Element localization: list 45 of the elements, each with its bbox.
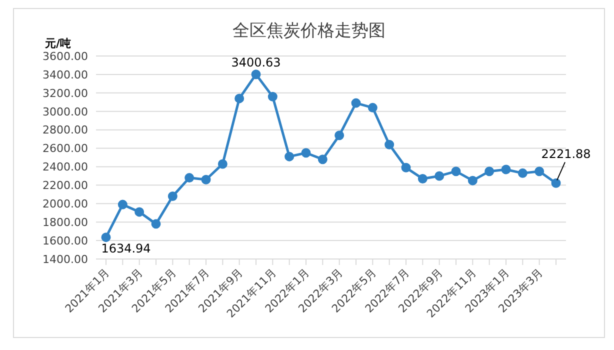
point (501, 164, 511, 174)
point (451, 166, 461, 176)
data-label: 3400.63 (231, 55, 281, 70)
point (251, 70, 261, 80)
point (168, 192, 178, 202)
point (184, 173, 194, 183)
point (384, 140, 394, 150)
y-tick-label: 1400.00 (42, 252, 88, 266)
point (468, 176, 478, 186)
y-tick-label: 1600.00 (42, 234, 88, 248)
y-tick-label: 3000.00 (42, 105, 88, 118)
y-tick-label: 2600.00 (42, 142, 88, 156)
point (234, 94, 244, 104)
point (534, 166, 544, 176)
point (134, 207, 144, 217)
y-tick-label: 3600.00 (42, 50, 88, 63)
point (101, 232, 111, 242)
point (151, 219, 161, 229)
y-tick-label: 3400.00 (42, 68, 88, 82)
point (268, 92, 278, 102)
point (318, 154, 328, 164)
y-tick-label: 2800.00 (42, 124, 88, 137)
point (284, 152, 294, 162)
y-tick-label: 2200.00 (42, 179, 88, 192)
point (218, 159, 228, 169)
data-label: 1634.94 (101, 241, 151, 256)
point (118, 200, 128, 210)
point (201, 174, 211, 184)
point (401, 162, 411, 172)
point (418, 174, 428, 184)
point (551, 178, 561, 188)
y-tick-label: 2000.00 (42, 198, 88, 211)
point (484, 166, 494, 176)
point (351, 98, 361, 108)
data-label: 2221.88 (541, 147, 591, 162)
point (518, 168, 528, 178)
point (334, 130, 344, 140)
point (434, 171, 444, 181)
y-tick-label: 3200.00 (42, 86, 88, 100)
point (368, 102, 378, 112)
y-axis-title: 元/吨 (45, 36, 72, 51)
y-tick-label: 2400.00 (42, 160, 88, 174)
point (301, 148, 311, 158)
y-tick-label: 1800.00 (42, 216, 88, 229)
chart-title: 全区焦炭价格走势图 (232, 21, 386, 41)
